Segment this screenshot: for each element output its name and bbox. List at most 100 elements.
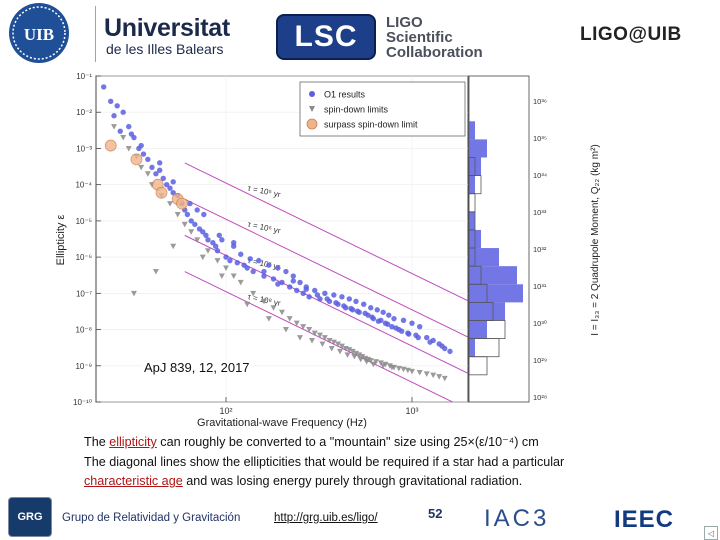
o1-point — [261, 273, 267, 279]
spin-down-point — [152, 269, 159, 275]
y2-tick-label: 10²⁸ — [533, 393, 547, 402]
surpass-point — [176, 197, 188, 210]
o1-point — [374, 307, 380, 313]
spin-down-point — [167, 201, 174, 207]
o1-point — [415, 334, 421, 341]
o1-point — [188, 218, 194, 224]
o1-point — [244, 265, 250, 271]
y2-tick-label: 10²⁹ — [533, 356, 547, 365]
legend-label: surpass spin-down limit — [324, 120, 418, 130]
surpass-point — [130, 153, 143, 166]
o1-point — [290, 273, 296, 279]
legend-box — [299, 81, 466, 137]
ieec-logo: IEEC — [614, 506, 675, 533]
o1-point — [100, 84, 107, 90]
o1-point — [216, 232, 222, 239]
o1-point — [275, 281, 281, 287]
histogram-bar-o1 — [469, 266, 517, 285]
spin-down-point — [199, 254, 206, 261]
histogram-bar-o1 — [469, 320, 487, 339]
o1-point — [247, 256, 253, 262]
page-number: 52 — [428, 506, 443, 521]
spin-down-point — [250, 290, 257, 297]
o1-point — [153, 171, 159, 177]
spin-down-point — [353, 350, 360, 357]
x-tick-label: 10² — [220, 406, 233, 416]
ligo-uib-logo: LIGO@UIB — [580, 24, 682, 45]
y-tick-label: 10⁻¹⁰ — [73, 398, 92, 407]
spin-down-point — [416, 370, 423, 376]
uib-logo-text: UIB — [24, 25, 54, 44]
group-link[interactable]: http://grg.uib.es/ligo/ — [274, 512, 378, 524]
ellipticity-chart: τ = 10⁵ yrτ = 10⁶ yrτ = 10⁷ yrτ = 10⁸ yr… — [55, 72, 601, 429]
header-divider — [95, 6, 96, 62]
spin-down-point — [351, 354, 358, 360]
o1-point — [212, 243, 219, 249]
spin-down-point — [311, 330, 318, 337]
histogram-bar-o1 — [469, 284, 523, 303]
spin-down-point — [357, 356, 364, 363]
group-name: Grupo de Relatividad y Gravitación — [62, 512, 241, 524]
o1-point — [250, 268, 256, 275]
spin-down-point — [293, 320, 300, 327]
o1-point — [297, 279, 303, 286]
o1-point — [227, 257, 233, 264]
spin-down-point — [125, 145, 132, 152]
o1-point — [324, 296, 330, 302]
o1-point — [126, 123, 132, 130]
spin-down-point — [265, 316, 272, 322]
histogram-bar-o1 — [469, 121, 475, 140]
spin-down-point — [395, 365, 402, 372]
spin-down-point — [181, 221, 188, 228]
nav-back-button[interactable]: ◁ — [704, 526, 718, 540]
o1-point — [275, 265, 281, 271]
o1-point — [341, 303, 347, 309]
spin-down-point — [270, 305, 277, 311]
lsc-line: Scientific — [386, 29, 453, 46]
o1-point — [380, 309, 386, 315]
o1-point — [120, 109, 126, 115]
o1-point — [231, 239, 237, 246]
o1-point — [362, 310, 368, 317]
spin-down-point — [346, 347, 353, 353]
legend-label: O1 results — [324, 90, 366, 100]
o1-point — [314, 292, 321, 298]
o1-point — [279, 279, 285, 286]
o1-point — [238, 251, 244, 257]
o1-point — [219, 237, 225, 243]
spin-down-point — [436, 374, 443, 380]
surpass-point — [155, 186, 168, 199]
o1-point — [200, 229, 206, 235]
caption-line-1: The ellipticity can roughly be converted… — [84, 434, 539, 449]
spin-down-point — [370, 361, 377, 368]
legend-label: spin-down limits — [324, 105, 389, 115]
o1-point — [138, 142, 144, 149]
y-tick-label: 10⁻² — [76, 108, 92, 117]
spin-down-point — [297, 335, 304, 341]
spin-down-point — [400, 366, 407, 373]
age-line — [184, 234, 468, 374]
spin-down-point — [336, 348, 343, 355]
y2-tick-label: 10³⁴ — [533, 171, 547, 180]
spin-down-point — [144, 171, 151, 177]
spin-down-point — [349, 348, 356, 355]
o1-point — [145, 156, 151, 163]
ellipticity-link[interactable]: ellipticity — [109, 435, 157, 449]
lsc-line: Collaboration — [386, 44, 483, 61]
spin-down-point — [214, 258, 221, 264]
o1-point — [368, 305, 374, 311]
y-tick-label: 10⁻¹ — [76, 72, 92, 81]
spin-down-point — [306, 327, 313, 333]
iac3-logo: IAC3 — [484, 505, 550, 532]
characteristic-age-link[interactable]: characteristic age — [84, 474, 183, 488]
histogram-bar-o1 — [469, 211, 475, 230]
spin-down-point — [174, 212, 181, 218]
o1-point — [424, 334, 430, 341]
o1-point — [256, 257, 262, 264]
o1-point — [409, 320, 415, 326]
o1-point — [294, 287, 300, 294]
o1-point — [384, 321, 391, 327]
header: UIB Universitat de les Illes Balears LSC… — [0, 0, 720, 72]
o1-point — [406, 331, 412, 337]
x-tick-label: 10³ — [406, 406, 419, 416]
